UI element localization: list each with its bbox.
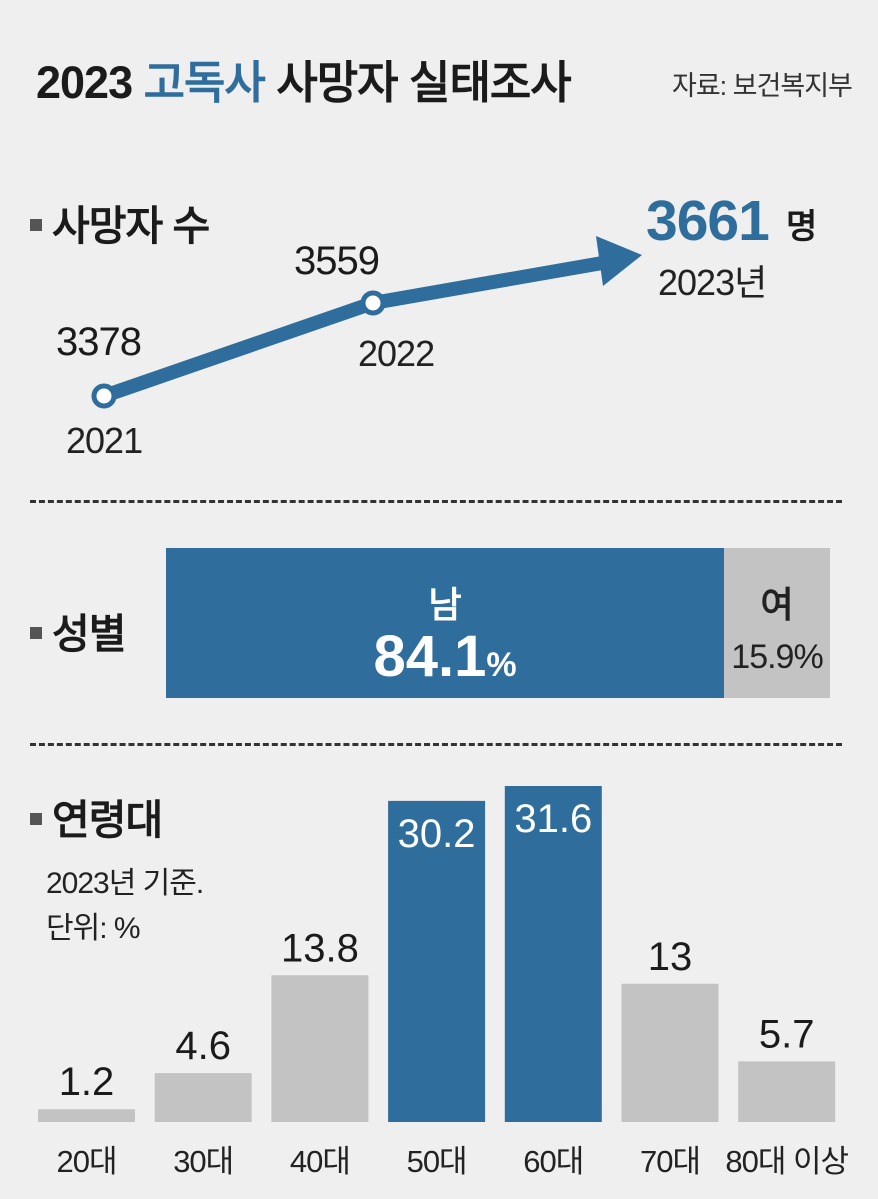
age-value-label-3: 30.2 — [398, 812, 476, 856]
unit-label-2023: 명 — [786, 208, 817, 246]
age-category-label-1: 30대 — [173, 1144, 233, 1179]
value-label-2023: 3661 — [646, 189, 769, 253]
section-deaths-heading: 사망자 수 — [30, 192, 210, 252]
male-value: 84.1% — [166, 628, 724, 694]
year-label-2021: 2021 — [66, 420, 142, 461]
deaths-line-chart: 3378 2021 3559 2022 3661 명 2023년 — [56, 189, 817, 461]
female-label: 여 — [760, 584, 794, 625]
point-2021 — [91, 383, 117, 409]
title-highlight: 고독사 — [143, 57, 266, 108]
age-bar-2 — [271, 975, 369, 1122]
age-category-label-5: 70대 — [640, 1144, 700, 1179]
line-segment-2022-2023 — [366, 255, 615, 310]
age-note-basis: 2023년 기준. — [46, 867, 204, 900]
section-divider — [30, 500, 842, 503]
age-value-label-5: 13 — [648, 935, 693, 979]
bullet-square-icon — [30, 813, 42, 826]
age-bar-5 — [621, 983, 719, 1122]
age-category-label-2: 40대 — [290, 1144, 350, 1179]
age-bar-4 — [504, 786, 602, 1122]
age-bar-6 — [738, 1061, 836, 1122]
age-category-label-4: 60대 — [523, 1144, 583, 1179]
age-note-unit: 단위: % — [46, 912, 141, 945]
section-age-heading: 연령대 — [30, 786, 163, 846]
gender-bar-female: 여 15.9% — [724, 548, 830, 698]
age-value-label-2: 13.8 — [281, 926, 359, 970]
section-deaths-label: 사망자 수 — [52, 203, 210, 249]
point-2022 — [360, 290, 386, 316]
source-credit: 자료: 보건복지부 — [672, 71, 853, 101]
age-value-label-6: 5.7 — [759, 1012, 815, 1056]
age-bar-3 — [388, 800, 486, 1122]
line-segment-2021-2022 — [97, 296, 380, 403]
section-age-label: 연령대 — [52, 797, 163, 843]
year-label-2022: 2022 — [358, 333, 434, 374]
page-title: 2023 고독사 사망자 실태조사 — [36, 46, 572, 111]
female-value: 15.9% — [731, 638, 823, 676]
title-suffix: 사망자 실태조사 — [276, 57, 571, 108]
title-year: 2023 — [36, 57, 133, 108]
age-value-label-0: 1.2 — [59, 1060, 115, 1104]
value-label-2021: 3378 — [56, 320, 141, 364]
value-label-2022: 3559 — [294, 239, 379, 283]
age-value-label-1: 4.6 — [175, 1024, 231, 1068]
bullet-square-icon — [30, 219, 42, 232]
age-value-label-4: 31.6 — [514, 797, 592, 841]
male-value-number: 84.1 — [373, 624, 487, 689]
age-category-label-0: 20대 — [56, 1144, 116, 1179]
section-gender-label: 성별 — [52, 611, 126, 657]
gender-bar-male: 남 84.1% — [166, 548, 724, 698]
male-label: 남 — [428, 584, 462, 625]
bullet-square-icon — [30, 627, 42, 640]
trend-arrowhead — [596, 236, 642, 286]
age-bar-0 — [38, 1109, 135, 1122]
age-bar-1 — [154, 1073, 252, 1122]
age-category-label-3: 50대 — [407, 1144, 467, 1179]
section-gender-heading: 성별 — [30, 600, 126, 660]
year-label-2023: 2023년 — [658, 262, 766, 303]
section-divider — [30, 743, 842, 746]
age-category-label-6: 80대 이상 — [725, 1144, 848, 1179]
male-value-unit: % — [486, 646, 517, 684]
